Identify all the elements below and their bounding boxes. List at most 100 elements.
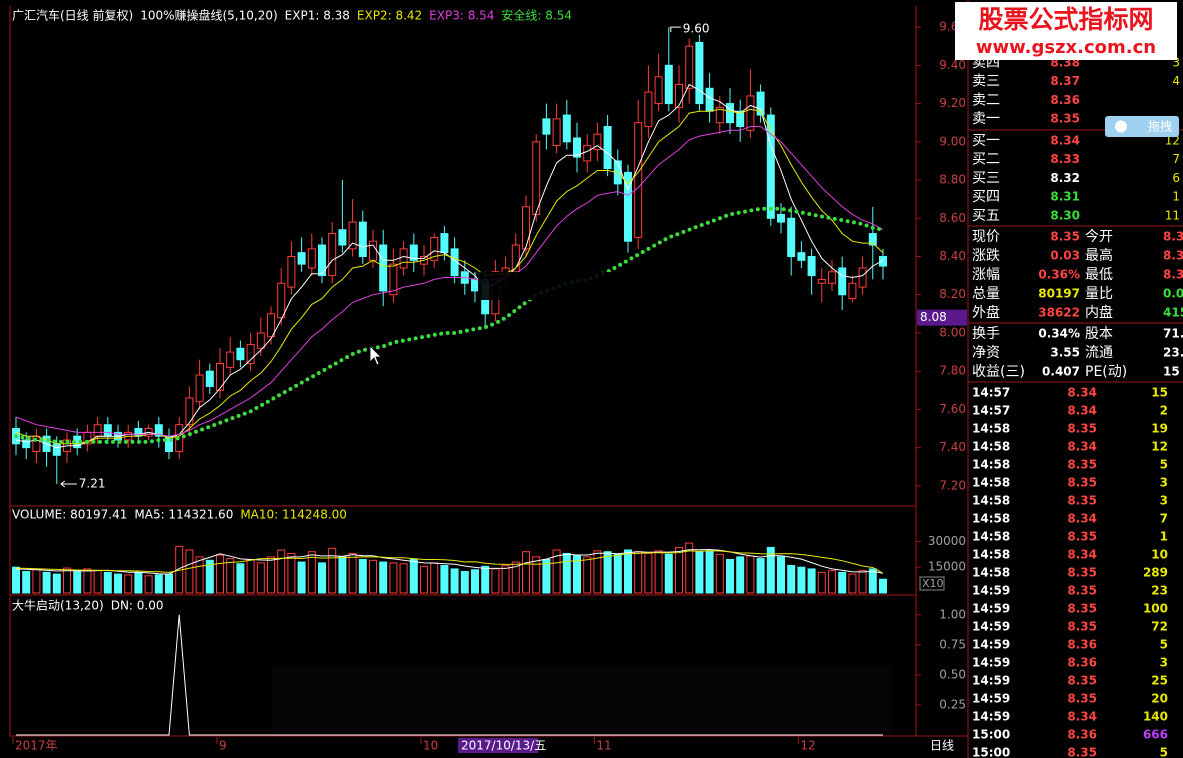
volume-bar [328,547,337,594]
candle-body [246,343,255,365]
min-label: 7.21 [79,476,106,490]
book-price: 8.32 [1050,171,1080,185]
candle-body [664,64,673,105]
watermark-bg [955,2,1177,60]
candle-body [307,248,316,269]
candle-body [52,443,61,456]
chart-title: VOLUME: 80197.41 [12,508,127,522]
volume-bar [644,552,653,594]
stat-label: 现价 [972,229,1000,245]
y-tick-label: 9.40 [939,58,966,72]
x-tick-label: 11 [596,739,611,753]
trade-price: 8.36 [1067,638,1097,652]
volume-bar [613,553,622,594]
x-tick-label: 9 [219,739,227,753]
cursor-date: 2017/10/13/五 [461,739,546,753]
volume-bar [654,550,663,594]
candle-body [226,351,235,368]
stat-label: 涨跌 [972,248,1000,264]
candle-body [654,76,663,105]
stat-value: 15 [1163,365,1180,379]
candle-body [766,114,775,219]
book-label: 买五 [972,208,1000,224]
volume-bar [879,578,887,594]
volume-bar [797,566,806,594]
volume-bar [817,571,826,594]
unit-label: X10 [922,577,944,590]
trade-time: 14:59 [972,674,1010,688]
stat-value: 8.3 [1163,268,1183,282]
trade-volume: 19 [1151,422,1168,436]
candle-body [328,233,337,277]
stat-label: PE(动) [1085,364,1127,380]
trade-volume: 5 [1160,746,1168,758]
candle-body [369,240,377,261]
y-tick-label: 8.20 [939,287,966,301]
trade-price: 8.36 [1067,728,1097,742]
candle-body [236,347,245,361]
book-price: 8.34 [1050,134,1080,148]
stat-value: 0.0 [1163,287,1183,301]
volume-bar [542,558,551,594]
y-tick-label: 0.50 [939,667,966,681]
y-tick-label: 7.60 [939,402,966,416]
stat-value: 0.407 [1042,365,1080,379]
volume-bar [154,574,163,594]
volume-bar [379,561,388,594]
charts: 7.20 7.40 7.60 7.80 8.00 8.20 8.40 8.60 8.80 9.00… [12,8,967,753]
candle-body [756,91,765,116]
candle-body [807,256,816,277]
y-tick-label: 7.80 [939,364,966,378]
y-tick-label: 8.80 [939,173,966,187]
candle-body [318,244,326,277]
drag-button-label[interactable]: 拖拽 [1148,120,1172,134]
book-price: 8.33 [1050,152,1080,166]
candle-body [542,118,551,135]
watermark-title: 股票公式指标网 [978,5,1153,34]
trade-time: 14:58 [972,458,1010,472]
volume-bar [828,570,836,594]
candle-body [440,233,449,254]
candle-body [379,244,388,292]
candle-body [726,103,734,124]
max-label: 9.60 [683,22,710,36]
book-price: 8.37 [1050,74,1080,88]
trade-price: 8.35 [1067,584,1097,598]
mask [272,665,892,732]
volume-bar [42,571,51,594]
candle-body [695,41,704,105]
stat-value: 0.34% [1038,327,1080,341]
y-tick-label: 9.00 [939,134,966,148]
volume-bar [838,571,847,594]
stat-value: 8.35 [1050,230,1080,244]
book-price: 8.30 [1050,208,1080,222]
volume-bar [450,568,459,594]
volume-bar [777,556,785,594]
chart-subtitle: 100%赚操盘线(5,10,20) [140,8,277,23]
stat-value: 8.3 [1163,230,1183,244]
candle-body [573,137,581,158]
legend-entry: EXP1: 8.38 [285,9,350,23]
volume-bar [511,561,520,594]
trade-price: 8.34 [1067,548,1097,562]
min-arrow [60,480,77,488]
trade-time: 14:59 [972,710,1010,724]
book-volume: 11 [1165,208,1180,222]
legend-entry: MA10: 114248.00 [240,508,347,522]
volume-bar [205,559,214,594]
volume-bar [318,562,326,594]
volume-bar [522,551,530,594]
legend-entry: 安全线: 8.54 [501,8,572,23]
candle-body [746,95,755,131]
candle-body [644,91,653,128]
cursor-price-box [917,309,967,326]
candle-body [471,278,479,292]
trade-volume: 25 [1151,674,1168,688]
candle-body [797,252,806,261]
candle-body [715,106,724,124]
volume-bar [409,558,418,594]
book-volume: 1 [1172,190,1180,204]
volume-bar [63,567,71,594]
volume-bar [868,568,877,594]
volume-bar [277,549,286,594]
